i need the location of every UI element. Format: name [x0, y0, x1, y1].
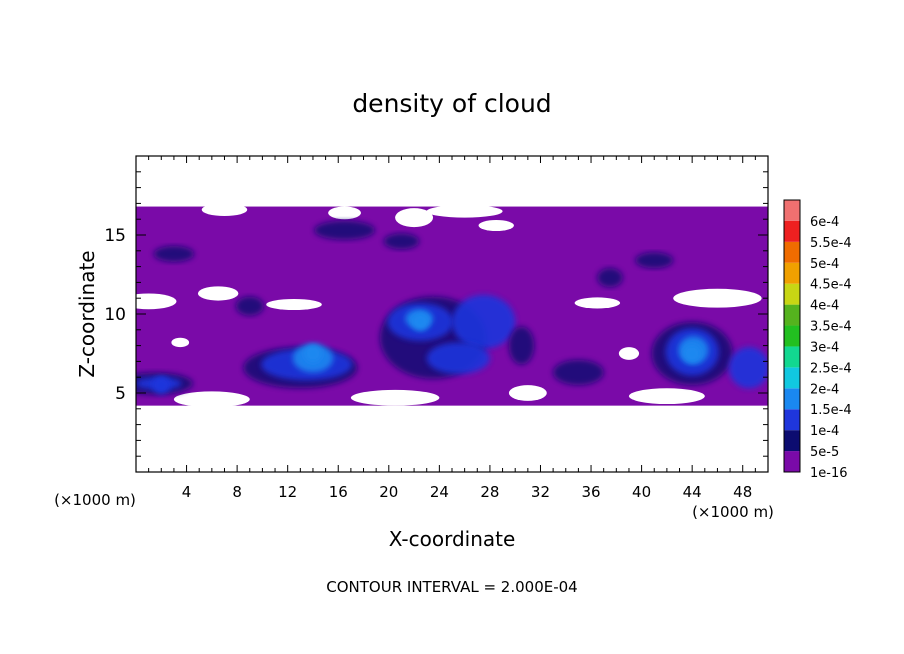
- cloud-density-blob: [728, 347, 768, 389]
- colorbar-swatch: [784, 451, 800, 472]
- colorbar-swatch: [784, 262, 800, 284]
- clear-air-gap: [618, 347, 640, 360]
- colorbar-label: 5e-5: [810, 445, 839, 460]
- colorbar-label: 5.5e-4: [810, 236, 852, 251]
- colorbar-swatch: [784, 367, 800, 389]
- clear-air-gap: [508, 385, 547, 401]
- colorbar-swatch: [784, 346, 800, 368]
- colorbar-swatch: [784, 409, 800, 431]
- colorbar-label: 1e-16: [810, 466, 848, 481]
- x-tick-label: 4: [182, 483, 192, 501]
- x-tick-label: 16: [329, 483, 348, 501]
- colorbar-label: 1e-4: [810, 424, 839, 439]
- colorbar-label: 2.5e-4: [810, 361, 852, 376]
- cloud-core-core-near-x14: [303, 344, 322, 363]
- x-tick-label: 40: [632, 483, 651, 501]
- x-tick-label: 36: [581, 483, 600, 501]
- colorbar-label: 4e-4: [810, 299, 839, 314]
- cloud-density-blob: [383, 233, 420, 250]
- clear-air-gap: [574, 297, 621, 309]
- cloud-core-core-near-x44: [683, 344, 702, 363]
- clear-air-gap: [426, 204, 503, 218]
- x-tick-label: 12: [278, 483, 297, 501]
- contour-interval-footer: CONTOUR INTERVAL = 2.000E-04: [326, 578, 577, 596]
- colorbar-swatch: [784, 325, 800, 347]
- colorbar-frame: [783, 199, 801, 473]
- colorbar-swatch: [784, 200, 800, 221]
- clear-air-gap: [197, 286, 239, 301]
- cloud-density-blob: [153, 246, 195, 262]
- colorbar-swatch: [784, 283, 800, 305]
- x-tick-label: 8: [232, 483, 242, 501]
- chart-title: density of cloud: [352, 89, 551, 118]
- colorbar-label: 3.5e-4: [810, 320, 852, 335]
- y-tick-label: 5: [115, 384, 126, 404]
- colorbar-swatch: [784, 241, 800, 263]
- colorbar-swatch: [784, 388, 800, 410]
- cloud-density-blob: [314, 220, 375, 240]
- colorbar-swatch: [784, 220, 800, 242]
- colorbar-label: 1.5e-4: [810, 403, 852, 418]
- cloud-core-core-near-x22: [411, 312, 430, 331]
- cloud-density-blob: [508, 326, 535, 365]
- plot-area: [136, 203, 768, 408]
- clear-air-gap: [328, 206, 361, 220]
- clear-air-gap: [628, 388, 705, 405]
- y-axis: 5 10 15: [104, 171, 768, 457]
- cloud-field: [136, 203, 768, 408]
- colorbar-label: 3e-4: [810, 340, 839, 355]
- colorbar-label: 4.5e-4: [810, 278, 852, 293]
- cloud-core-core-near-x2: [152, 376, 171, 395]
- colorbar-swatch: [784, 304, 800, 326]
- x-tick-label: 28: [480, 483, 499, 501]
- x-tick-label: 24: [430, 483, 449, 501]
- cloud-density-blob: [597, 268, 623, 288]
- clear-air-gap: [478, 219, 514, 232]
- colorbar-swatch: [784, 430, 800, 452]
- clear-air-gap: [201, 203, 248, 217]
- colorbar: 1e-16 5e-5 1e-4 1.5e-4 2e-4 2.5e-4 3e-4 3.5e-4 4…: [783, 199, 852, 481]
- x-unit-label-right: (×1000 m): [692, 503, 774, 521]
- y-axis-label: Z-coordinate: [75, 250, 99, 377]
- clear-air-gap: [173, 391, 250, 408]
- clear-air-gap: [266, 298, 322, 311]
- colorbar-label: 2e-4: [810, 382, 839, 397]
- y-tick-label: 10: [104, 305, 126, 325]
- x-tick-label: 32: [531, 483, 550, 501]
- cloud-density-blob: [635, 252, 674, 269]
- x-axis-label: X-coordinate: [389, 527, 516, 551]
- x-tick-label: 48: [733, 483, 752, 501]
- x-axis: 4 8 12 16 20 24 28 32 36 40 44 48: [148, 156, 756, 501]
- clear-air-gap: [395, 208, 434, 228]
- clear-air-gap: [350, 389, 440, 406]
- cloud-density-blob: [235, 296, 264, 316]
- colorbar-label: 5e-4: [810, 257, 839, 272]
- y-tick-label: 15: [104, 226, 126, 246]
- x-tick-label: 20: [379, 483, 398, 501]
- x-unit-label-left: (×1000 m): [54, 491, 136, 509]
- cloud-density-blob: [426, 342, 490, 375]
- clear-air-gap: [171, 337, 190, 348]
- clear-air-gap: [136, 293, 177, 310]
- x-tick-label: 44: [683, 483, 702, 501]
- cloud-density-blob: [452, 295, 516, 349]
- cloud-density-blob: [553, 359, 604, 386]
- colorbar-label: 6e-4: [810, 215, 839, 230]
- clear-air-gap: [673, 288, 762, 308]
